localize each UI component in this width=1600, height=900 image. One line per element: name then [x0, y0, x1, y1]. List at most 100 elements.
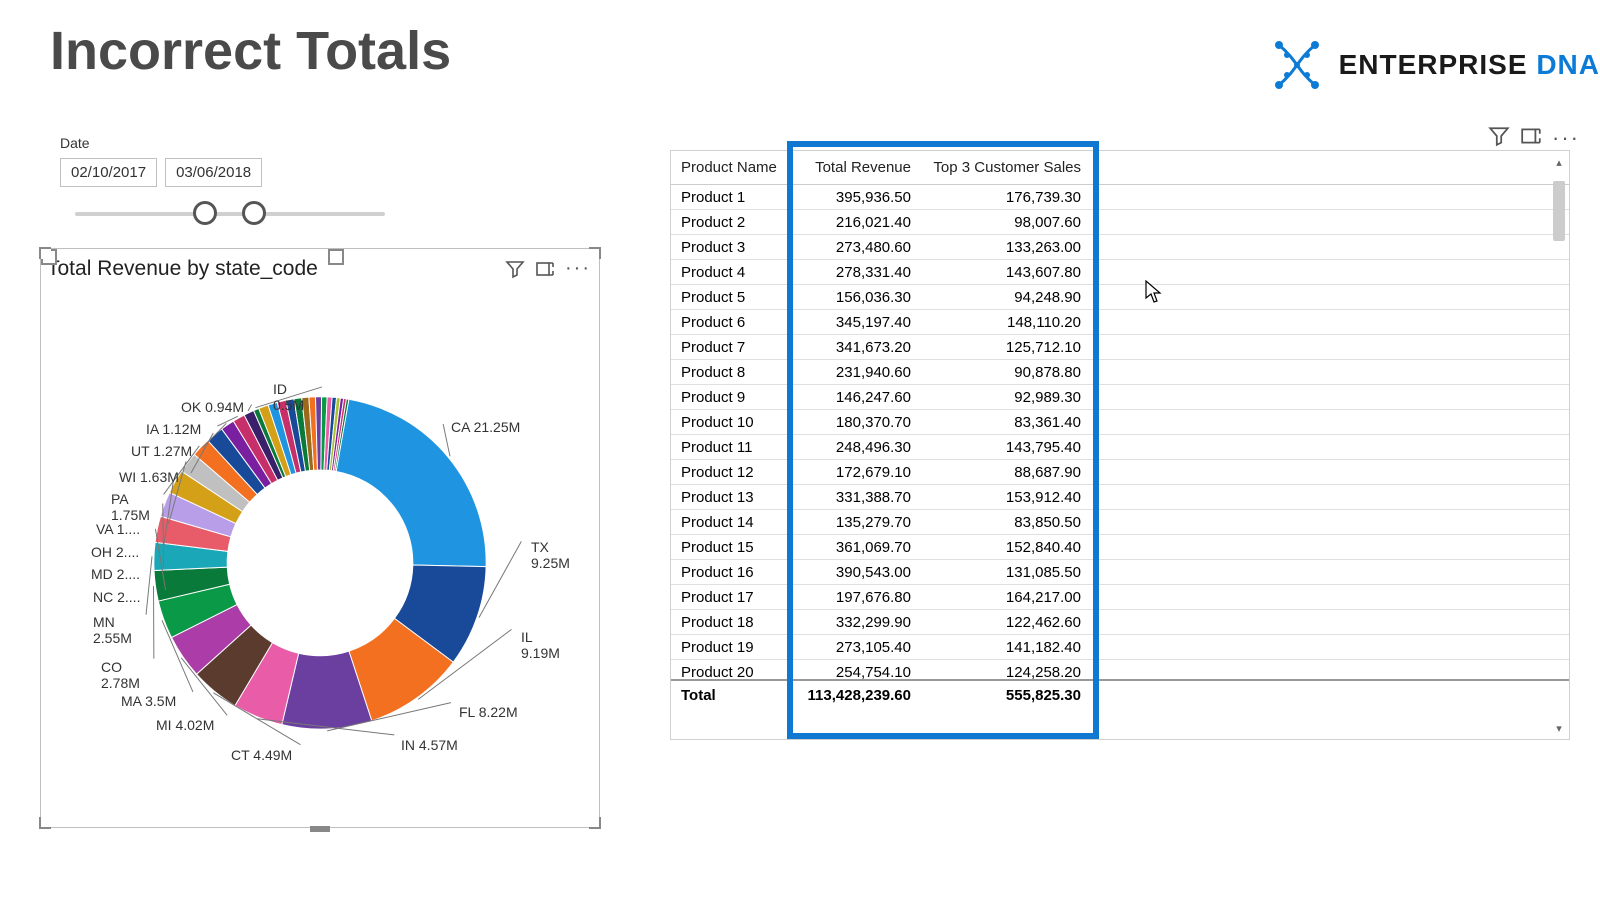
donut-label: TX9.25M: [531, 539, 570, 571]
donut-label: IN 4.57M: [401, 737, 458, 753]
table-header[interactable]: Product Name: [671, 151, 791, 185]
table-cell: 124,258.20: [921, 660, 1091, 680]
donut-label: CA 21.25M: [451, 419, 520, 435]
scroll-down-icon[interactable]: ▾: [1552, 721, 1566, 735]
table-cell: 197,676.80: [791, 585, 921, 610]
table-cell: 135,279.70: [791, 510, 921, 535]
donut-label: UT 1.27M: [131, 443, 192, 459]
donut-label: IA 1.12M: [146, 421, 201, 437]
table-cell: 88,687.90: [921, 460, 1091, 485]
brand-word2: DNA: [1536, 49, 1600, 80]
table-cell: 341,673.20: [791, 335, 921, 360]
table-cell: Product 10: [671, 410, 791, 435]
table-cell: 332,299.90: [791, 610, 921, 635]
table-cell: Product 7: [671, 335, 791, 360]
table-row[interactable]: Product 14135,279.7083,850.50: [671, 510, 1569, 535]
table-filter-icon[interactable]: [1488, 125, 1510, 147]
table-cell: 180,370.70: [791, 410, 921, 435]
dna-icon: [1267, 35, 1327, 95]
table-cell: Product 9: [671, 385, 791, 410]
donut-label: CO2.78M: [101, 659, 140, 691]
table-row[interactable]: Product 12172,679.1088,687.90: [671, 460, 1569, 485]
table-cell: Product 18: [671, 610, 791, 635]
table-header[interactable]: Total Revenue: [791, 151, 921, 185]
table-cell: 143,607.80: [921, 260, 1091, 285]
filter-icon[interactable]: [505, 259, 525, 279]
table-row[interactable]: Product 17197,676.80164,217.00: [671, 585, 1569, 610]
table-cell: 395,936.50: [791, 185, 921, 210]
table-row[interactable]: Product 1395,936.50176,739.30: [671, 185, 1569, 210]
table-cell: Product 8: [671, 360, 791, 385]
donut-label: IL9.19M: [521, 629, 560, 661]
donut-label: ID0.5M: [273, 381, 304, 413]
table-row[interactable]: Product 13331,388.70153,912.40: [671, 485, 1569, 510]
table-cell: Product 6: [671, 310, 791, 335]
date-slider-handle-to[interactable]: [242, 201, 266, 225]
table-cell: 331,388.70: [791, 485, 921, 510]
table-cell: 390,543.00: [791, 560, 921, 585]
date-slider[interactable]: [75, 212, 385, 216]
table-cell: 361,069.70: [791, 535, 921, 560]
table-cell: Product 12: [671, 460, 791, 485]
scroll-thumb[interactable]: [1553, 181, 1565, 241]
table-cell: 216,021.40: [791, 210, 921, 235]
date-to-input[interactable]: 03/06/2018: [165, 158, 262, 187]
table-row[interactable]: Product 8231,940.6090,878.80: [671, 360, 1569, 385]
date-slider-handle-from[interactable]: [193, 201, 217, 225]
table-visual[interactable]: Product NameTotal RevenueTop 3 Customer …: [670, 150, 1570, 740]
table-row[interactable]: Product 11248,496.30143,795.40: [671, 435, 1569, 460]
table-row[interactable]: Product 4278,331.40143,607.80: [671, 260, 1569, 285]
table-row[interactable]: Product 3273,480.60133,263.00: [671, 235, 1569, 260]
resize-handle[interactable]: [310, 826, 330, 832]
table-cell: 273,480.60: [791, 235, 921, 260]
table-row[interactable]: Product 20254,754.10124,258.20: [671, 660, 1569, 680]
table-row[interactable]: Product 5156,036.3094,248.90: [671, 285, 1569, 310]
brand-logo: ENTERPRISE DNA: [1267, 35, 1600, 95]
table-total-cell: 555,825.30: [921, 680, 1091, 710]
scroll-up-icon[interactable]: ▴: [1552, 155, 1566, 169]
table-cell: Product 4: [671, 260, 791, 285]
table-cell: 278,331.40: [791, 260, 921, 285]
focus-mode-icon[interactable]: [535, 259, 555, 279]
table-cell: 131,085.50: [921, 560, 1091, 585]
table-header[interactable]: Top 3 Customer Sales: [921, 151, 1091, 185]
table-row[interactable]: Product 19273,105.40141,182.40: [671, 635, 1569, 660]
table-cell: Product 3: [671, 235, 791, 260]
table-cell: 83,361.40: [921, 410, 1091, 435]
donut-label: OH 2....: [91, 544, 139, 560]
table-row[interactable]: Product 18332,299.90122,462.60: [671, 610, 1569, 635]
table-row[interactable]: Product 2216,021.4098,007.60: [671, 210, 1569, 235]
table-row[interactable]: Product 15361,069.70152,840.40: [671, 535, 1569, 560]
table-cell: 156,036.30: [791, 285, 921, 310]
table-cell: 254,754.10: [791, 660, 921, 680]
table-cell: Product 1: [671, 185, 791, 210]
donut-label: PA1.75M: [111, 491, 150, 523]
table-cell: 94,248.90: [921, 285, 1091, 310]
table-row[interactable]: Product 7341,673.20125,712.10: [671, 335, 1569, 360]
table-row[interactable]: Product 9146,247.6092,989.30: [671, 385, 1569, 410]
table-cell: 90,878.80: [921, 360, 1091, 385]
table-cell: 148,110.20: [921, 310, 1091, 335]
table-focus-icon[interactable]: [1520, 125, 1542, 147]
donut-label: CT 4.49M: [231, 747, 292, 763]
table-cell: Product 20: [671, 660, 791, 680]
table-cell: 133,263.00: [921, 235, 1091, 260]
table-total-cell: 113,428,239.60: [791, 680, 921, 710]
table-cell: 152,840.40: [921, 535, 1091, 560]
donut-visual[interactable]: Total Revenue by state_code ··· CA 21.25…: [40, 248, 600, 828]
table-cell: 164,217.00: [921, 585, 1091, 610]
donut-label: VA 1....: [96, 521, 140, 537]
donut-label: MA 3.5M: [121, 693, 176, 709]
table-more-icon[interactable]: ···: [1552, 125, 1580, 151]
donut-label: MD 2....: [91, 566, 140, 582]
date-from-input[interactable]: 02/10/2017: [60, 158, 157, 187]
table-cell: 172,679.10: [791, 460, 921, 485]
donut-body: CA 21.25MTX9.25MIL9.19MFL 8.22MIN 4.57MC…: [41, 299, 599, 817]
brand-word1: ENTERPRISE: [1339, 49, 1528, 80]
table-row[interactable]: Product 6345,197.40148,110.20: [671, 310, 1569, 335]
table-cell: 146,247.60: [791, 385, 921, 410]
table-cell: 345,197.40: [791, 310, 921, 335]
table-row[interactable]: Product 16390,543.00131,085.50: [671, 560, 1569, 585]
more-options-icon[interactable]: ···: [565, 257, 591, 280]
table-row[interactable]: Product 10180,370.7083,361.40: [671, 410, 1569, 435]
